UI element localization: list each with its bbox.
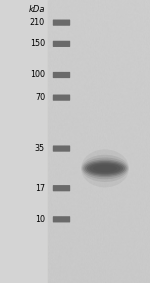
Ellipse shape	[81, 149, 129, 187]
Ellipse shape	[85, 161, 125, 176]
Ellipse shape	[82, 158, 128, 179]
Ellipse shape	[81, 155, 129, 182]
Ellipse shape	[83, 160, 127, 177]
FancyBboxPatch shape	[53, 216, 70, 222]
Text: 70: 70	[35, 93, 45, 102]
Text: 17: 17	[35, 184, 45, 193]
FancyBboxPatch shape	[53, 41, 70, 47]
FancyBboxPatch shape	[53, 72, 70, 78]
Bar	[48, 0, 150, 283]
FancyBboxPatch shape	[53, 185, 70, 191]
Text: kDa: kDa	[28, 5, 45, 14]
FancyBboxPatch shape	[53, 20, 70, 26]
Ellipse shape	[93, 165, 117, 172]
Text: 100: 100	[30, 70, 45, 80]
Ellipse shape	[89, 163, 121, 173]
Text: 150: 150	[30, 39, 45, 48]
Text: 210: 210	[30, 18, 45, 27]
FancyBboxPatch shape	[53, 145, 70, 152]
Text: 10: 10	[35, 215, 45, 224]
FancyBboxPatch shape	[53, 95, 70, 101]
Ellipse shape	[87, 162, 123, 175]
Text: 35: 35	[35, 144, 45, 153]
